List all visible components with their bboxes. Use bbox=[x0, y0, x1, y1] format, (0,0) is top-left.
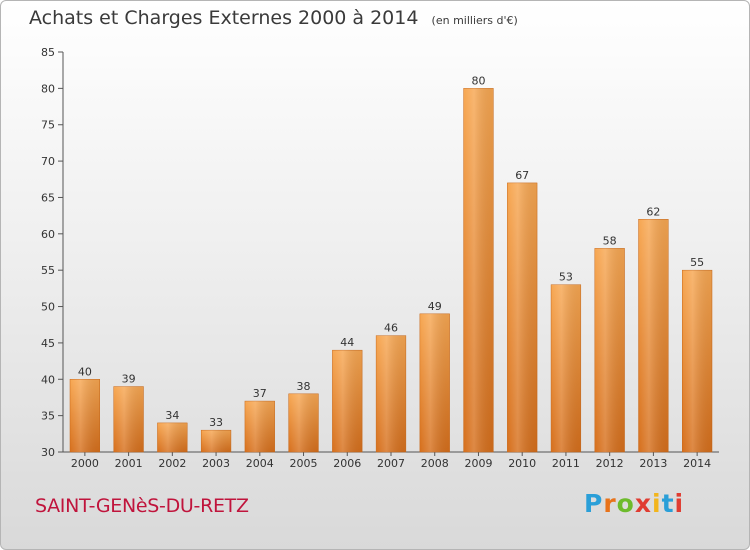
logo-letter: i bbox=[674, 489, 685, 518]
logo-letter: i bbox=[652, 489, 662, 518]
data-label-2009: 80 bbox=[471, 74, 485, 87]
bar-shine bbox=[113, 386, 144, 452]
data-label-2008: 49 bbox=[428, 300, 442, 313]
bar-shine bbox=[244, 401, 275, 452]
y-tick-label: 75 bbox=[41, 119, 55, 132]
logo-letter: x bbox=[634, 489, 652, 518]
data-label-2010: 67 bbox=[515, 169, 529, 182]
bar-shine bbox=[463, 88, 494, 452]
x-tick-label: 2008 bbox=[421, 457, 449, 470]
x-tick-label: 2004 bbox=[246, 457, 274, 470]
unit-note: (en milliers d'€) bbox=[431, 14, 518, 27]
bar-shine bbox=[507, 182, 538, 452]
y-tick-label: 40 bbox=[41, 373, 55, 386]
bar-shine bbox=[682, 270, 713, 452]
data-label-2003: 33 bbox=[209, 416, 223, 429]
y-tick-label: 30 bbox=[41, 446, 55, 459]
data-label-2001: 39 bbox=[122, 373, 136, 386]
data-label-2004: 37 bbox=[253, 387, 267, 400]
y-tick-label: 35 bbox=[41, 410, 55, 423]
y-tick-label: 50 bbox=[41, 301, 55, 314]
data-label-2006: 44 bbox=[340, 336, 354, 349]
y-tick-label: 70 bbox=[41, 155, 55, 168]
x-tick-label: 2000 bbox=[71, 457, 99, 470]
y-tick-label: 55 bbox=[41, 264, 55, 277]
chart-title: Achats et Charges Externes 2000 à 2014 bbox=[29, 7, 419, 29]
bar-shine bbox=[594, 248, 625, 452]
bar-shine bbox=[638, 219, 669, 452]
x-tick-label: 2001 bbox=[115, 457, 143, 470]
data-label-2014: 55 bbox=[690, 256, 704, 269]
x-tick-label: 2007 bbox=[377, 457, 405, 470]
data-label-2012: 58 bbox=[603, 234, 617, 247]
data-label-2005: 38 bbox=[297, 380, 311, 393]
x-tick-label: 2009 bbox=[464, 457, 492, 470]
bar-shine bbox=[69, 379, 100, 452]
y-tick-label: 85 bbox=[41, 46, 55, 59]
bar-shine bbox=[419, 313, 450, 452]
data-label-2002: 34 bbox=[165, 409, 179, 422]
data-label-2007: 46 bbox=[384, 322, 398, 335]
y-tick-label: 45 bbox=[41, 337, 55, 350]
bar-shine bbox=[157, 422, 188, 452]
y-tick-label: 60 bbox=[41, 228, 55, 241]
x-tick-label: 2014 bbox=[683, 457, 711, 470]
data-label-2011: 53 bbox=[559, 271, 573, 284]
town-name: SAINT-GENèS-DU-RETZ bbox=[35, 495, 249, 517]
logo-letter: r bbox=[603, 489, 617, 518]
y-tick-label: 65 bbox=[41, 191, 55, 204]
x-tick-label: 2005 bbox=[290, 457, 318, 470]
bar-shine bbox=[201, 430, 231, 452]
proxiti-logo: Proxiti bbox=[584, 489, 684, 518]
x-tick-label: 2003 bbox=[202, 457, 230, 470]
x-tick-label: 2013 bbox=[639, 457, 667, 470]
logo-letter: o bbox=[616, 489, 635, 518]
bar-shine bbox=[332, 350, 363, 452]
title-row: Achats et Charges Externes 2000 à 2014 (… bbox=[29, 7, 518, 29]
bar-shine bbox=[551, 284, 581, 452]
bar-shine bbox=[288, 393, 319, 452]
y-tick-label: 80 bbox=[41, 82, 55, 95]
value-labels: 40 39 34 33 37 38 44 46 49 80 67 53 58 62 55 bbox=[78, 74, 704, 429]
data-label-2013: 62 bbox=[646, 205, 660, 218]
x-tick-label: 2010 bbox=[508, 457, 536, 470]
data-label-2000: 40 bbox=[78, 365, 92, 378]
x-tick-label: 2011 bbox=[552, 457, 580, 470]
x-tick-label: 2002 bbox=[158, 457, 186, 470]
x-tick-label: 2006 bbox=[333, 457, 361, 470]
bars bbox=[69, 88, 713, 453]
logo-letter: t bbox=[661, 489, 675, 518]
bar-shine bbox=[376, 335, 406, 452]
logo-letter: P bbox=[584, 489, 604, 518]
x-tick-label: 2012 bbox=[596, 457, 624, 470]
